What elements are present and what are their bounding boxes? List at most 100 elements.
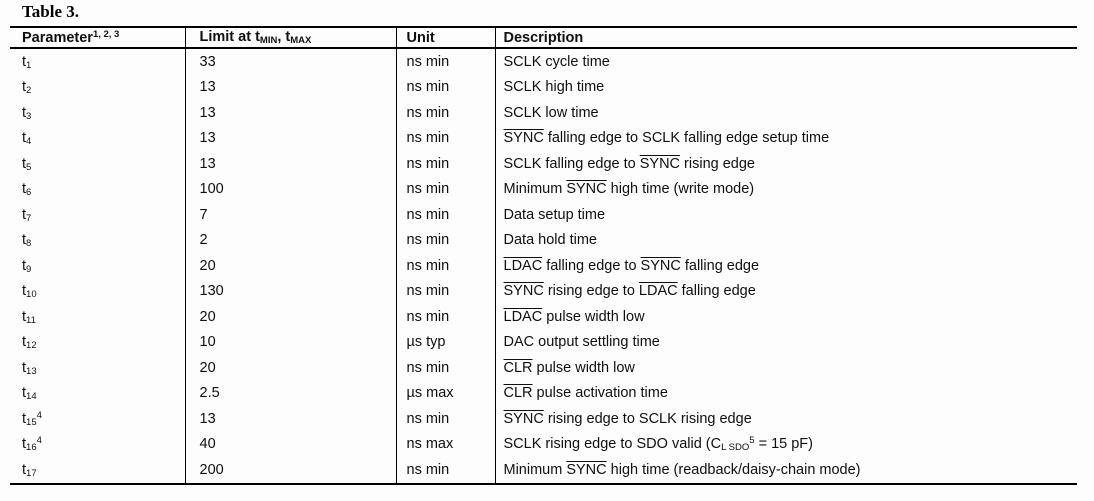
parameter-symbol: t [22,334,27,350]
overline-signal-name: LDAC [503,257,543,274]
table-row: t5 13 ns min SCLK falling edge to SYNC risi… [10,151,1077,177]
unit-cell: ns min [395,406,495,432]
parameter-symbol: t [22,79,27,95]
limit-cell: 2 [184,227,396,253]
unit-cell: ns min [395,253,495,279]
limit-cell: 13 [184,125,396,151]
overline-signal-name: SYNC [503,130,544,147]
overline-signal-name: CLR [503,359,533,376]
unit-cell: µs typ [395,329,495,355]
parameter-cell: t14 [10,381,185,407]
overline-signal-name: SYNC [503,410,544,427]
unit-value: ns min [406,181,450,198]
header-text: Description [503,29,584,46]
limit-cell: 130 [184,278,396,304]
table-row: t7 7 ns min Data setup time [10,202,1077,228]
unit-cell: ns min [395,355,495,381]
description-text: 5 [749,435,755,446]
parameter-symbol: 7 [26,212,32,224]
limit-cell: 10 [184,329,396,355]
unit-cell: ns min [395,48,495,75]
limit-cell: 2.5 [184,380,396,406]
unit-cell: ns min [395,125,495,151]
limit-cell: 13 [184,151,396,177]
description-cell: SCLK falling edge to SYNC rising edge [494,151,1077,177]
overline-signal-name: SYNC [640,257,681,274]
table-row: t1 33 ns min SCLK cycle time [10,48,1077,75]
limit-cell: 7 [184,202,396,228]
parameter-cell: t8 [10,228,185,254]
unit-value: ns min [406,257,450,274]
description-cell: SYNC rising edge to SCLK rising edge [494,406,1077,432]
table-caption: Table 3. [22,2,80,21]
description-cell: SCLK high time [494,74,1077,100]
parameter-symbol: t [22,130,27,146]
overline-signal-name: SYNC [503,283,544,300]
header-text: MAX [290,35,312,47]
limit-cell: 13 [184,100,396,126]
parameter-symbol: t [22,385,27,401]
table-row: t6 100 ns min Minimum SYNC high time (write… [10,176,1077,203]
table-body: t1 33 ns min SCLK cycle time t2 13 ns min SCLK … [10,48,1077,484]
unit-cell: ns min [395,457,495,484]
parameter-symbol: 6 [26,187,32,198]
parameter-symbol: 4 [36,409,42,421]
parameter-cell: t6 [10,177,185,203]
table-row: t10 130 ns min SYNC rising edge to LDAC fal… [10,278,1077,305]
parameter-symbol: 13 [26,365,37,377]
description-cell: DAC output settling time [494,329,1077,355]
limit-value: 13 [199,79,216,96]
parameter-symbol: 11 [26,314,36,326]
description-text: falling edge [680,257,760,274]
col-header-limit: Limit at tMIN, tMAX [184,27,396,49]
parameter-symbol: 9 [26,263,32,275]
table-row: t3 13 ns min SCLK low time [10,100,1077,126]
description-text: falling edge to [542,257,641,274]
overline-signal-name: LDAC [503,308,543,325]
unit-cell: ns min [395,304,495,330]
unit-value: ns min [406,79,450,96]
description-cell: Data setup time [494,202,1077,228]
parameter-symbol: t [22,436,27,452]
table-row: t9 20 ns min LDAC falling edge to SYNC fall… [10,253,1077,279]
parameter-symbol: t [22,155,27,172]
parameter-cell: t9 [10,253,185,279]
parameter-symbol: 4 [26,136,32,147]
unit-value: ns min [406,410,450,427]
unit-value: ns min [406,206,450,223]
description-text: SCLK low time [503,104,599,121]
unit-cell: ns max [395,431,495,457]
parameter-symbol: t [22,206,27,223]
description-cell: Minimum SYNC high time (readback/daisy-c… [494,457,1077,484]
overline-signal-name: LDAC [638,283,678,300]
limit-value: 33 [199,53,216,70]
header-row: Parameter1, 2, 3 Limit at tMIN, tMAX Unit D… [10,27,1077,49]
table-head: Parameter1, 2, 3 Limit at tMIN, tMAX Unit D… [10,27,1077,49]
parameter-symbol: t [22,53,27,70]
header-text: Parameter [22,29,93,46]
col-header-unit: Unit [395,27,495,49]
limit-cell: 20 [184,304,396,330]
parameter-cell: t5 [10,151,185,177]
unit-cell: ns min [395,151,495,177]
unit-value: ns min [406,461,450,478]
limit-value: 13 [199,155,216,172]
parameter-symbol: 15 [26,416,37,428]
description-text: SCLK cycle time [503,53,610,70]
limit-value: 2.5 [199,385,220,402]
parameter-cell: t3 [10,100,185,126]
unit-cell: µs max [395,380,495,406]
limit-value: 40 [199,436,216,453]
parameter-cell: t11 [10,304,185,330]
description-text: falling edge [677,283,756,300]
description-cell: LDAC falling edge to SYNC falling edge [494,253,1077,279]
description-cell: SCLK cycle time [494,48,1077,75]
parameter-symbol: 1 [26,59,32,71]
table-row: t164 40 ns max SCLK rising edge to SDO vali… [10,431,1077,457]
unit-value: µs max [406,385,454,402]
description-text: rising edge to SCLK rising edge [543,410,752,427]
unit-value: ns max [406,436,454,453]
description-cell: CLR pulse activation time [494,380,1077,406]
parameter-cell: t10 [10,279,185,305]
parameter-cell: t12 [10,330,185,356]
